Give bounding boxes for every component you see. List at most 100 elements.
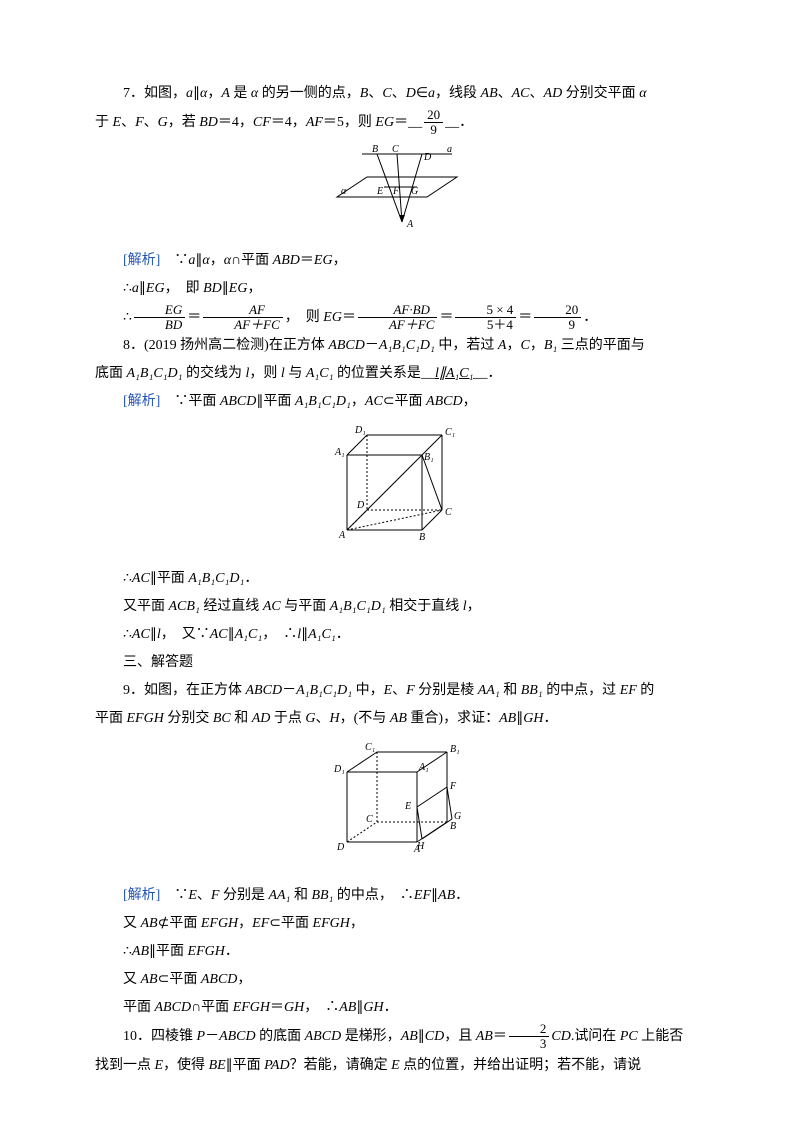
t: EF (620, 683, 637, 698)
t: E (113, 115, 122, 130)
t: ＝5，则 (323, 115, 376, 130)
analysis-label: [解析] (123, 394, 160, 409)
t: α (224, 253, 231, 268)
t: EFGH (313, 916, 350, 931)
q10-line1: 10．四棱锥 P－ABCD 的底面 ABCD 是梯形，AB∥CD，且 AB＝23… (95, 1022, 699, 1052)
t: A₁B₁C₁D₁ (127, 366, 183, 381)
l: B₁ (450, 744, 460, 755)
q9-line2: 平面 EFGH 分别交 BC 和 AD 于点 G、H，(不与 AB 重合)，求证… (95, 705, 699, 733)
t: 于 (95, 115, 113, 130)
t: 上能否 (638, 1029, 684, 1044)
frac: 209 (534, 303, 581, 333)
t: AB (339, 1000, 356, 1015)
t: AC (365, 394, 383, 409)
t: EG (323, 310, 342, 325)
t: F (135, 115, 144, 130)
t: ∴ (123, 944, 132, 959)
n: AF (203, 303, 283, 318)
t: GH (523, 711, 543, 726)
q9-anal-1: [解析] ∵E、F 分别是 AA₁ 和 BB₁ 的中点， ∴EF∥AB． (95, 882, 699, 910)
l: B (450, 821, 456, 832)
n: AF·BD (358, 303, 438, 318)
t: 重合)，求证： (407, 711, 499, 726)
q8-answer: l∥A₁C₁ (435, 366, 474, 381)
t: ， (210, 253, 224, 268)
t: ∥ (228, 627, 235, 642)
t: PAD (264, 1058, 289, 1073)
analysis-label: [解析] (123, 253, 160, 268)
t: 分别是 (219, 888, 268, 903)
t: AB (132, 944, 149, 959)
q9-anal-5: 平面 ABCD∩平面 EFGH＝GH， ∴AB∥GH． (95, 994, 699, 1022)
t: 中，若过 (435, 338, 498, 353)
t: － (365, 338, 379, 353)
t: 经过直线 (200, 599, 263, 614)
t: ∥ (193, 86, 200, 101)
t: BD (203, 281, 222, 296)
q7-line1: 7．如图，a∥α，A 是 α 的另一侧的点，B、C、D∈a，线段 AB、AC、A… (95, 80, 699, 108)
t: F (406, 683, 415, 698)
t: － (282, 683, 296, 698)
t: 三、解答题 (123, 655, 193, 670)
t: CD (425, 1029, 444, 1044)
t: ∥平面 (226, 1058, 265, 1073)
q9-anal-4: 又 AB⊂平面 ABCD， (95, 966, 699, 994)
t: 、 (392, 683, 406, 698)
t: BB₁ (311, 888, 333, 903)
t: 的中点，过 (543, 683, 620, 698)
t: EFGH (127, 711, 164, 726)
q8-line2: 底面 A₁B₁C₁D₁ 的交线为 l，则 l 与 A₁C₁ 的位置关系是__l∥… (95, 360, 699, 388)
t: 中， (352, 683, 384, 698)
n: 5 × 4 (455, 303, 516, 318)
t: ，则 (249, 366, 281, 381)
lbl: B (372, 144, 378, 155)
q8-anal-2: ∴AC∥平面 A₁B₁C₁D₁． (95, 565, 699, 593)
t: GH (284, 1000, 304, 1015)
t: 分别交平面 (562, 86, 639, 101)
n: EG (134, 303, 185, 318)
t: G (158, 115, 168, 130)
t: ， ∴ (262, 627, 297, 642)
t: 的中点， ∴ (333, 888, 414, 903)
q10-line2: 找到一点 E，使得 BE∥平面 PAD？若能，请确定 E 点的位置，并给出证明；… (95, 1052, 699, 1080)
q9-anal-2: 又 AB⊄平面 EFGH，EF⊂平面 EFGH， (95, 910, 699, 938)
t: 的位置关系是__ (333, 366, 435, 381)
t: AB (499, 711, 516, 726)
t: 、 (392, 86, 406, 101)
t: ∵ (174, 888, 188, 903)
t: ． (225, 944, 239, 959)
frac: 23 (509, 1022, 550, 1052)
d: 3 (509, 1037, 550, 1051)
l: D₁ (354, 425, 366, 436)
t: .试问在 (571, 1029, 620, 1044)
t: 、 (121, 115, 135, 130)
t: AB (141, 972, 158, 987)
t: ， (247, 281, 261, 296)
t: 、 (316, 711, 330, 726)
t: 、 (368, 86, 382, 101)
t: ， (238, 916, 252, 931)
frac: AF·BDAF＋FC (358, 303, 438, 333)
t: 又 (123, 916, 141, 931)
t: ∴ (123, 571, 132, 586)
l: G (454, 811, 461, 822)
l: A (338, 530, 346, 541)
t: ， (506, 338, 520, 353)
t: PC (620, 1029, 638, 1044)
t: C (382, 86, 391, 101)
t: ， (351, 394, 365, 409)
t: 与 (285, 366, 306, 381)
t: GH (363, 1000, 383, 1015)
t: AC (263, 599, 281, 614)
t: EG (314, 253, 333, 268)
t: AA₁ (268, 888, 290, 903)
t: ，使得 (163, 1058, 209, 1073)
q7-anal-1: [解析] ∵a∥α，α∩平面 ABD＝EG， (95, 247, 699, 275)
t: ⊂平面 (383, 394, 426, 409)
t: 的交线为 (183, 366, 246, 381)
t: ＝ (300, 253, 314, 268)
lbl: E (376, 186, 383, 197)
t: ∵平面 (174, 394, 220, 409)
t: ∥平面 (150, 571, 189, 586)
t: ． (543, 711, 557, 726)
